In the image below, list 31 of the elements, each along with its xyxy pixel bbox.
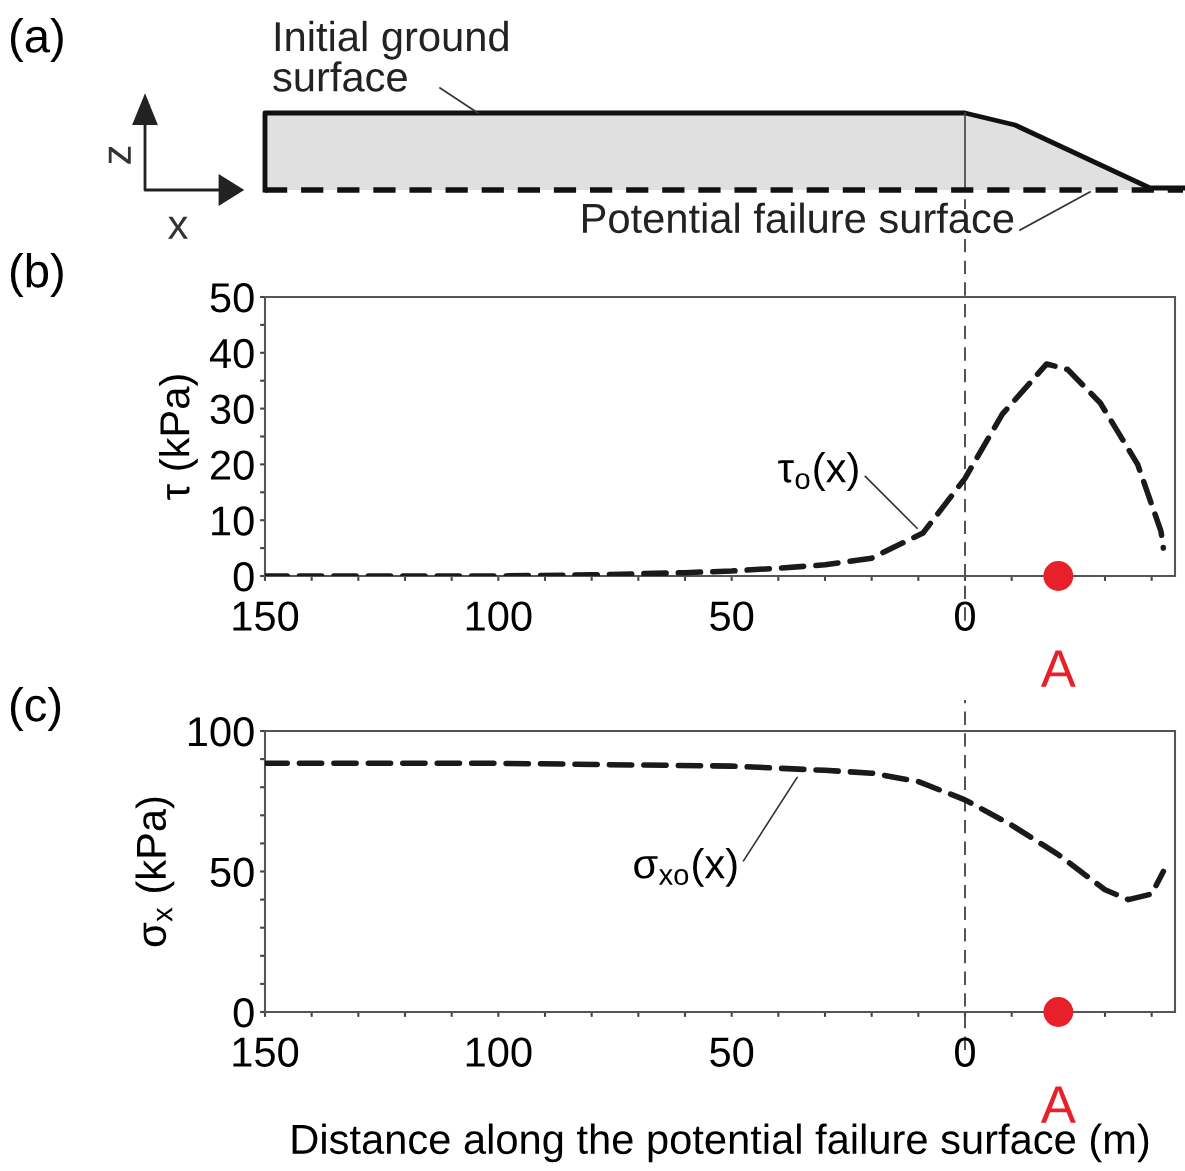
y-tick-label: 100 (188, 717, 254, 747)
y-tick-label: 0 (233, 562, 254, 592)
y-tick-label: 30 (210, 394, 254, 425)
y-axis-title: σ$_{x}$ (kPa) (135, 797, 175, 947)
chart-title: (c) (10, 686, 61, 731)
text: Initial ground surface (273, 20, 508, 92)
x-tick-label: 0 (955, 601, 975, 631)
text: Potential failure surface (583, 202, 1014, 234)
x-tick-label: 100 (466, 1037, 532, 1067)
x-tick-label: 0 (955, 1037, 975, 1067)
y-tick-label: 50 (210, 857, 254, 888)
y-axis-title: τ (kPa) (158, 375, 198, 500)
y-tick-label: 40 (209, 338, 254, 369)
annotation: σ$_{xo}$(x) (634, 847, 737, 887)
x-tick-label: 150 (233, 1037, 299, 1067)
x-axis-title: Distance along the potential failure surface (m) (292, 1123, 1149, 1163)
text: x (168, 216, 188, 239)
text: z (108, 146, 131, 164)
series-label: A (1040, 650, 1076, 687)
series-label: A (1040, 1086, 1076, 1123)
y-tick-label: 10 (212, 506, 254, 536)
text: (a) (10, 17, 63, 62)
x-tick-label: 50 (710, 1037, 754, 1067)
annotation: τ$_{o}$(x) (778, 452, 858, 491)
y-tick-label: 20 (211, 450, 254, 480)
x-tick-label: 50 (710, 601, 754, 631)
x-tick-label: 150 (233, 601, 299, 631)
y-tick-label: 0 (233, 998, 254, 1028)
chart-title: (b) (10, 252, 63, 297)
y-tick-label: 50 (210, 283, 254, 313)
x-tick-label: 100 (466, 601, 532, 631)
